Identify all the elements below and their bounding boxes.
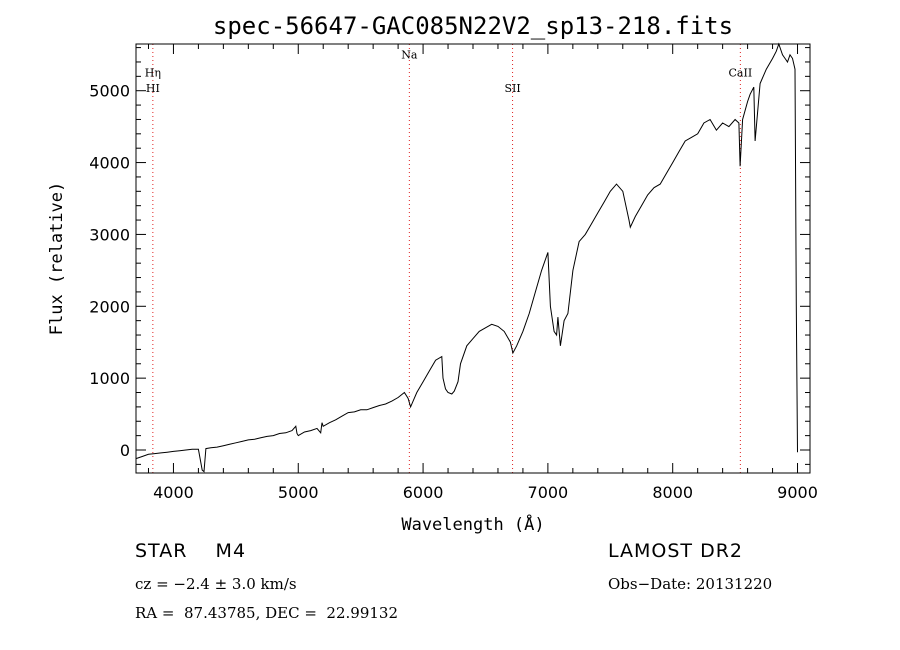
y-tick-label: 5000 [89, 82, 130, 101]
x-tick-label: 9000 [777, 483, 818, 502]
x-tick-label: 8000 [652, 483, 693, 502]
plot-frame [135, 43, 811, 474]
y-tick-label: 3000 [89, 225, 130, 244]
marker-label: Hη [145, 66, 161, 79]
y-tick-label: 4000 [89, 154, 130, 173]
chart-title: spec-56647-GAC085N22V2_sp13-218.fits [213, 12, 733, 40]
marker-label: Na [401, 48, 418, 61]
survey-name: LAMOST DR2 [608, 540, 743, 562]
redshift-cz: cz = −2.4 ± 3.0 km/s [135, 575, 297, 593]
x-axis-label: Wavelength (Å) [401, 513, 544, 535]
spectrum-line [135, 42, 798, 473]
marker-label: SII [504, 82, 520, 95]
x-tick-label: 5000 [278, 483, 319, 502]
y-tick-label: 1000 [89, 369, 130, 388]
coordinates: RA = 87.43785, DEC = 22.99132 [135, 604, 399, 622]
y-axis-label: Flux (relative) [47, 182, 67, 336]
marker-label: CaII [729, 66, 753, 79]
axis-ticks: 4000 5000 6000 7000 8000 9000 0 1000 2000 3000 400… [89, 44, 818, 502]
series-layer [135, 42, 798, 473]
line-markers: Hη HI Na SII CaII [145, 44, 752, 473]
x-tick-label: 6000 [403, 483, 444, 502]
marker-label: HI [146, 82, 160, 95]
x-tick-label: 4000 [153, 483, 194, 502]
observation-date: Obs−Date: 20131220 [608, 575, 773, 593]
y-tick-label: 2000 [89, 297, 130, 316]
x-tick-label: 7000 [528, 483, 569, 502]
object-class: STAR M4 [135, 540, 247, 562]
y-tick-label: 0 [120, 441, 130, 460]
